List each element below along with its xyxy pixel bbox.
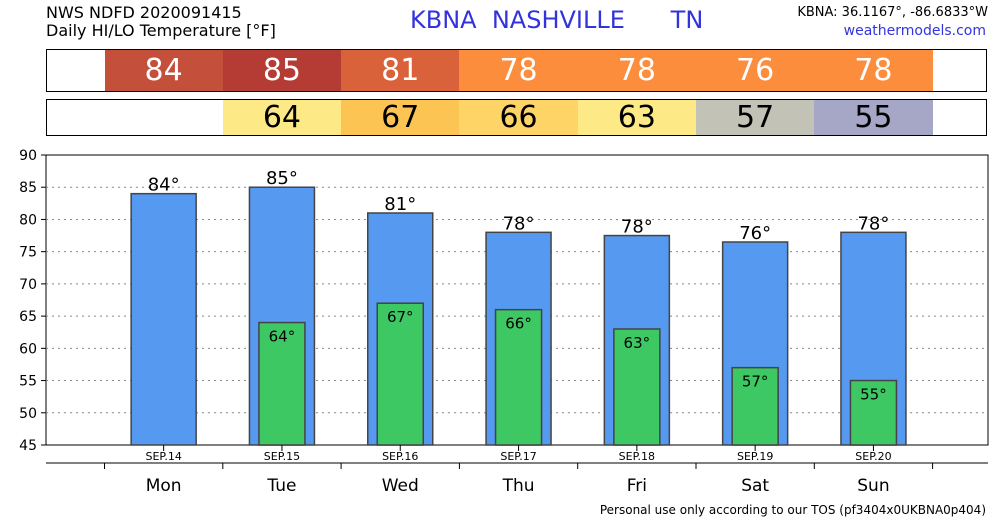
high-temp-cell: 78 — [814, 50, 933, 91]
low-temp-cell: 64 — [222, 100, 342, 135]
low-temp-bar — [613, 328, 661, 446]
high-temp-cell: 78 — [577, 50, 696, 91]
low-temp-label: 57° — [742, 373, 769, 391]
date-label: SEP.17 — [500, 450, 536, 463]
y-tick-label: 65 — [19, 309, 37, 325]
low-temp-cell: 57 — [696, 100, 815, 135]
high-temp-label: 76° — [739, 223, 771, 244]
y-tick-label: 80 — [19, 212, 37, 228]
low-temp-label: 66° — [505, 315, 532, 333]
high-temp-bar — [130, 192, 197, 446]
date-label: SEP.20 — [855, 450, 891, 463]
low-temp-label: 67° — [387, 308, 414, 326]
bars — [130, 186, 907, 446]
y-tick-label: 60 — [19, 341, 37, 357]
site-link[interactable]: weathermodels.com — [843, 23, 986, 39]
date-label: SEP.19 — [737, 450, 773, 463]
day-label: Thu — [502, 476, 535, 496]
low-temperature-strip: 64 67 66 63 57 55 — [46, 99, 987, 136]
date-label: SEP.15 — [264, 450, 300, 463]
day-label: Fri — [627, 476, 647, 496]
high-temp-cell: 81 — [341, 50, 460, 91]
high-temp-label: 78° — [857, 213, 889, 234]
low-temp-cell — [104, 100, 223, 135]
y-tick-label: 55 — [19, 374, 37, 390]
day-label: Sat — [741, 476, 769, 496]
day-label: Sun — [857, 476, 889, 496]
low-temp-cell: 63 — [577, 100, 696, 135]
product-title: NWS NDFD 2020091415 — [46, 3, 242, 22]
y-tick-label: 45 — [19, 438, 37, 454]
axes: 45 50 55 60 65 70 75 80 85 90 SEP.14 Mon SEP.15 Tue SE… — [19, 148, 988, 496]
y-tick-label: 70 — [19, 277, 37, 293]
high-temp-label: 78° — [503, 213, 535, 234]
low-temp-label: 64° — [269, 328, 296, 346]
high-temp-label: 81° — [384, 194, 416, 215]
high-temp-label: 85° — [266, 168, 298, 189]
station-title: KBNA NASHVILLE TN — [410, 6, 704, 34]
high-temp-cell: 78 — [459, 50, 578, 91]
low-temp-bar — [258, 321, 306, 446]
day-label: Mon — [146, 476, 182, 496]
high-temp-cell: 84 — [104, 50, 223, 91]
low-temp-label: 55° — [860, 386, 887, 404]
high-temp-cell: 85 — [222, 50, 342, 91]
date-label: SEP.14 — [145, 450, 181, 463]
y-tick-label: 50 — [19, 406, 37, 422]
day-label: Tue — [266, 476, 296, 496]
day-label: Wed — [382, 476, 419, 496]
low-temp-cell: 55 — [814, 100, 933, 135]
station-coordinates: KBNA: 36.1167°, -86.6833°W — [797, 5, 988, 20]
date-label: SEP.18 — [619, 450, 655, 463]
product-subtitle: Daily HI/LO Temperature [°F] — [46, 21, 276, 40]
y-tick-label: 90 — [19, 148, 37, 164]
labels: 84° 85° 64° 81° 67° 78° 66° 78° 63° 76° 57° 78° 55° — [148, 168, 890, 403]
high-temperature-strip: 84 85 81 78 78 76 78 — [46, 49, 987, 92]
footer-note: Personal use only according to our TOS (… — [599, 503, 986, 517]
low-temp-cell: 67 — [341, 100, 460, 135]
low-temp-cell: 66 — [459, 100, 578, 135]
high-temp-cell: 76 — [696, 50, 815, 91]
y-tick-label: 85 — [19, 180, 37, 196]
high-temp-label: 78° — [621, 217, 653, 238]
low-temp-label: 63° — [624, 334, 651, 352]
y-tick-label: 75 — [19, 245, 37, 261]
high-temp-label: 84° — [148, 175, 180, 196]
date-label: SEP.16 — [382, 450, 418, 463]
